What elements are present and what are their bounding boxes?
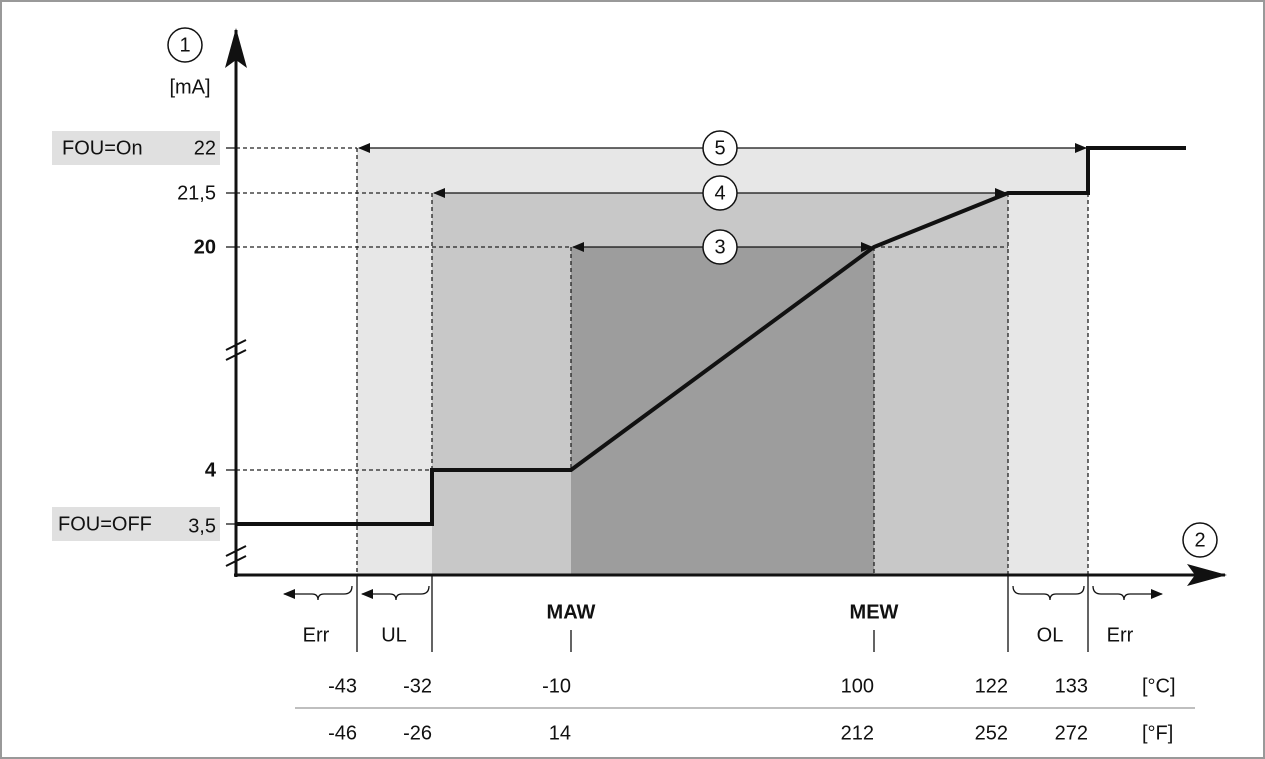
temperature-value: 100 (841, 675, 874, 697)
temperature-value: 252 (975, 722, 1008, 744)
temperature-unit: [°C] (1142, 675, 1176, 697)
braces (283, 585, 1163, 601)
y-label: 20 (194, 236, 216, 258)
temperature-value: -43 (328, 675, 357, 697)
temperature-value: -10 (542, 675, 571, 697)
axis-marker-number: 1 (179, 34, 190, 56)
y-label: 3,5 (188, 515, 216, 537)
temperature-value: 122 (975, 675, 1008, 697)
y-label: 21,5 (177, 182, 216, 204)
output-curve (236, 146, 1186, 526)
temperature-value: -26 (403, 722, 432, 744)
range-number: 5 (714, 137, 725, 159)
temperature-value: 14 (549, 722, 571, 744)
temperature-unit: [°F] (1142, 722, 1173, 744)
temperature-value: 212 (841, 722, 874, 744)
temperature-value: -46 (328, 722, 357, 744)
x-label: Err (303, 624, 330, 646)
y-label: FOU=On (62, 137, 143, 159)
axis-marker-number: 2 (1194, 529, 1205, 551)
temperature-value: 272 (1055, 722, 1088, 744)
temperature-table: -43 -32 -10 100 122 133 [°C] -46 -26 14 212 252 272 [… (328, 675, 1175, 744)
temperature-value: 133 (1055, 675, 1088, 697)
axes (225, 28, 1227, 652)
range-number: 4 (714, 182, 725, 204)
axis-marker (167, 27, 203, 63)
range-markers: 5 4 3 (702, 130, 738, 265)
y-label: 22 (194, 137, 216, 159)
x-label: MEW (850, 601, 899, 623)
axis-marker (1182, 522, 1218, 558)
guides (236, 147, 1089, 575)
zones (357, 148, 1088, 575)
x-label: Err (1107, 624, 1134, 646)
x-label: MAW (547, 601, 596, 623)
temperature-value: -32 (403, 675, 432, 697)
y-unit: [mA] (169, 76, 210, 98)
label-box (52, 131, 220, 165)
range-number: 3 (714, 236, 725, 258)
y-label: FOU=OFF (58, 513, 152, 535)
x-label: UL (381, 624, 407, 646)
label-box (52, 507, 220, 541)
y-label: 4 (205, 459, 217, 481)
x-label: OL (1037, 624, 1064, 646)
